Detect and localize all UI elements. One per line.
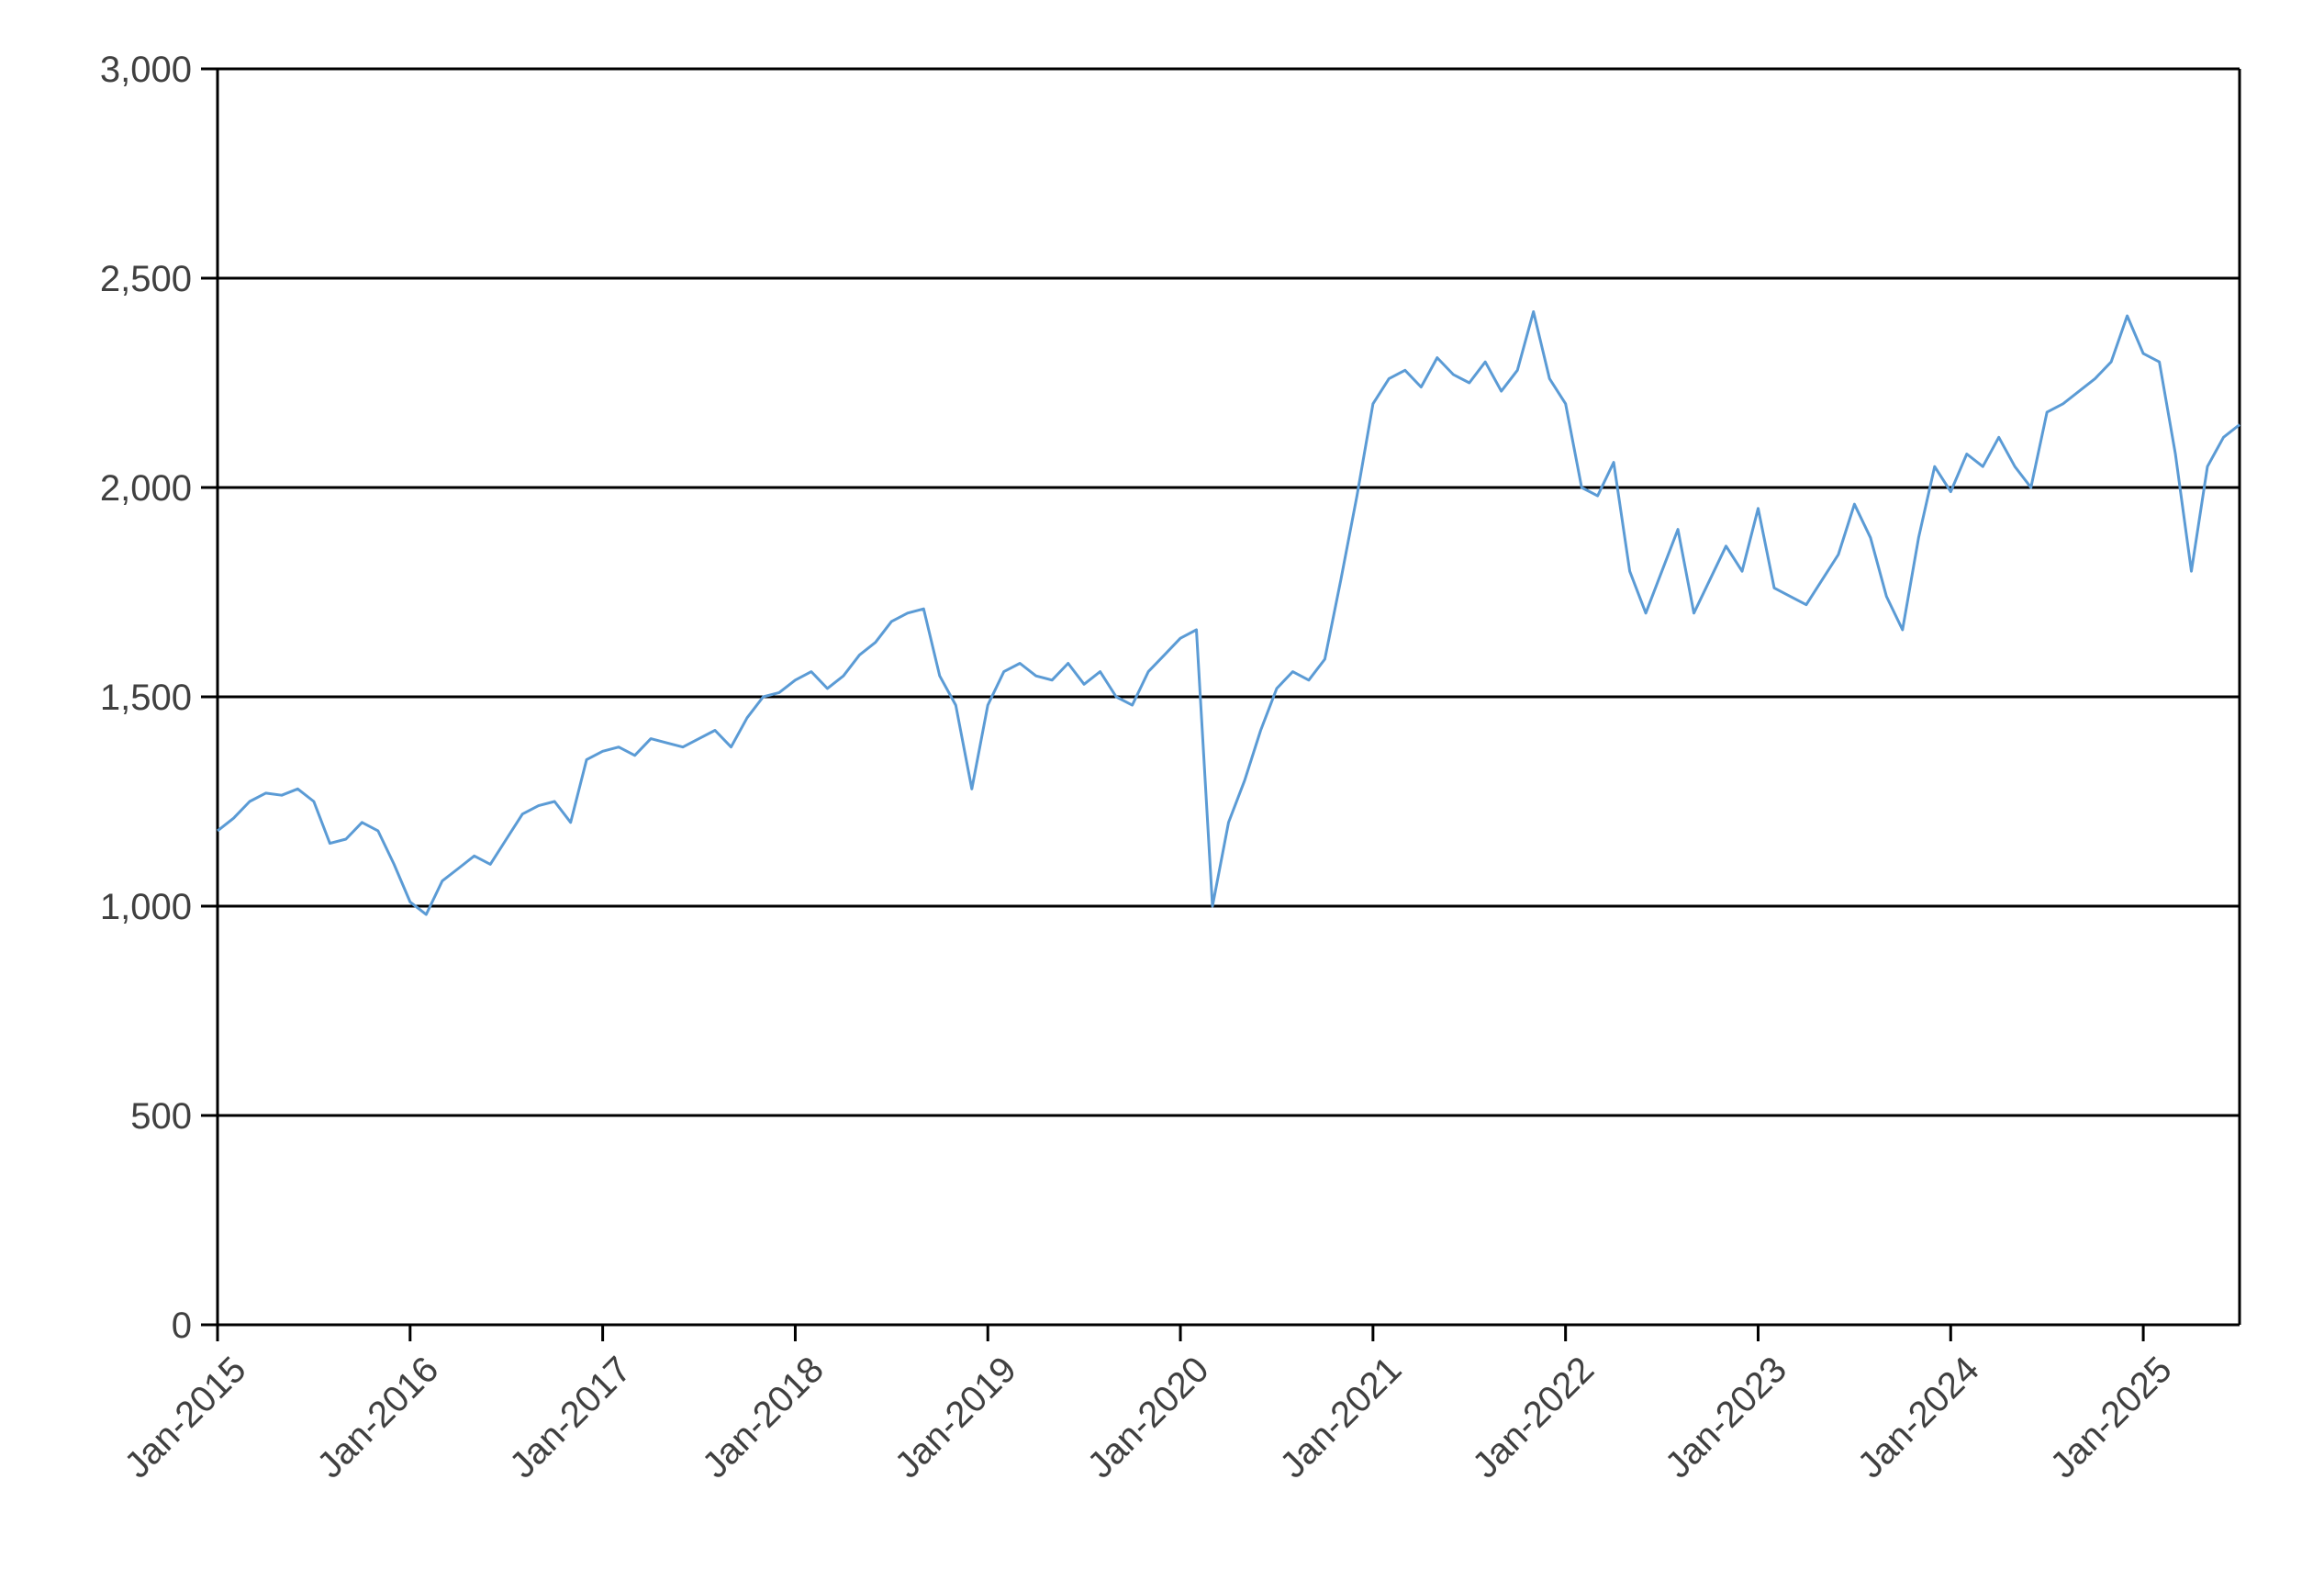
y-tick-label: 2,500 (100, 259, 192, 299)
series-line (217, 310, 2240, 916)
y-tick-label: 0 (172, 1306, 192, 1346)
x-tick-label: Jan-2025 (2043, 1349, 2180, 1485)
x-tick-label: Jan-2022 (1465, 1349, 1602, 1485)
y-tick-labels: 0 500 1,000 1,500 2,000 2,500 3,000 (100, 50, 192, 1346)
x-tick-label: Jan-2024 (1850, 1349, 1987, 1485)
gridlines (218, 67, 2240, 1117)
x-tick-label: Jan-2021 (1272, 1349, 1409, 1485)
x-tick-label: Jan-2018 (695, 1349, 832, 1485)
y-tick-label: 500 (130, 1096, 192, 1137)
x-tick-label: Jan-2020 (1080, 1349, 1217, 1485)
x-tick-label: Jan-2016 (309, 1349, 446, 1485)
y-tick-label: 1,500 (100, 678, 192, 718)
y-tick-label: 2,000 (100, 468, 192, 509)
x-tick-label: Jan-2015 (117, 1349, 254, 1485)
x-tick-label: Jan-2019 (888, 1349, 1024, 1485)
y-tick-label: 1,000 (100, 887, 192, 927)
x-tick-label: Jan-2017 (502, 1349, 639, 1485)
series-layer (217, 310, 2240, 916)
axes (201, 67, 2241, 1341)
x-tick-label: Jan-2023 (1658, 1349, 1794, 1485)
y-tick-label: 3,000 (100, 50, 192, 90)
x-tick-labels: Jan-2015 Jan-2016 Jan-2017 Jan-2018 Jan-2019… (117, 1349, 2180, 1485)
